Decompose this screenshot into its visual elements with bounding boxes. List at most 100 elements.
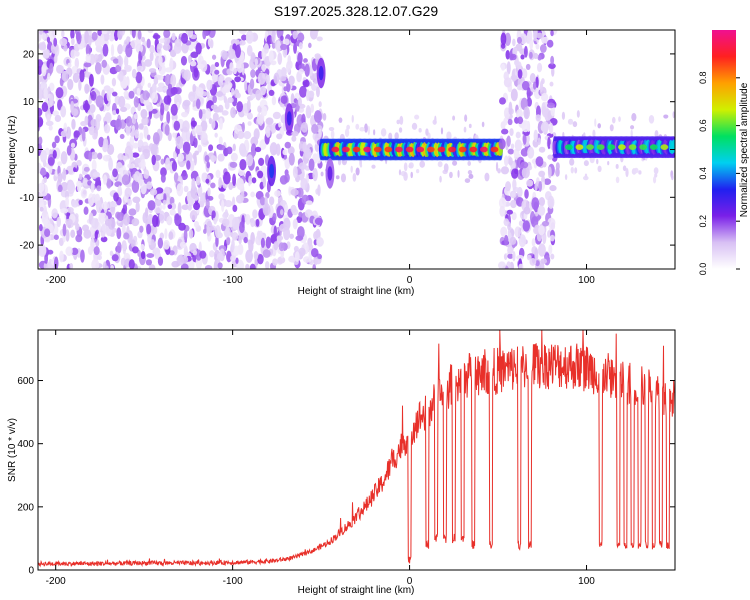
heatmap-noise-cell: [503, 155, 509, 167]
heatmap-background-cell: [443, 163, 449, 173]
heatmap-noise-cell: [182, 99, 191, 107]
heatmap-noise-cell: [509, 236, 517, 245]
heatmap-noise-cell: [512, 178, 517, 191]
heatmap-noise-cell: [94, 62, 102, 75]
heatmap-noise-cell: [66, 207, 74, 214]
heatmap-noise-cell: [259, 139, 267, 150]
heatmap-noise-cell: [260, 237, 265, 248]
heatmap-line-core: [331, 146, 340, 153]
heatmap-noise-cell: [102, 143, 108, 153]
heatmap-noise-cell: [70, 100, 75, 114]
heatmap-noise-cell: [56, 216, 61, 228]
heatmap-background-cell: [380, 128, 387, 137]
heatmap-noise-cell: [163, 193, 167, 202]
heatmap-noise-cell: [178, 222, 186, 231]
heatmap-noise-cell: [511, 211, 517, 221]
heatmap-noise-cell: [71, 247, 79, 256]
heatmap-noise-cell: [180, 263, 189, 269]
heatmap-noise-cell: [245, 263, 250, 269]
heatmap-noise-cell: [310, 103, 315, 113]
heatmap-noise-cell: [293, 42, 298, 54]
heatmap-noise-cell: [246, 154, 254, 167]
heatmap-noise-cell: [232, 204, 238, 213]
heatmap-noise-cell: [84, 30, 90, 44]
heatmap-noise-cell: [140, 109, 148, 119]
heatmap-background-cell: [418, 127, 422, 133]
spectrogram-y-label: Frequency (Hz): [7, 116, 18, 185]
heatmap-noise-cell: [51, 141, 57, 149]
spectrogram-y-tick-label: -20: [20, 241, 35, 252]
heatmap-noise-cell: [111, 91, 118, 97]
heatmap-noise-cell: [197, 144, 202, 153]
heatmap-noise-cell: [296, 215, 303, 223]
heatmap-noise-cell: [160, 173, 166, 183]
heatmap-noise-cell: [524, 189, 529, 199]
heatmap-noise-cell: [158, 55, 163, 66]
heatmap-noise-cell: [96, 185, 102, 192]
heatmap-noise-cell: [535, 260, 540, 267]
heatmap-noise-cell: [208, 117, 213, 125]
heatmap-noise-cell: [216, 252, 224, 261]
heatmap-noise-cell: [527, 146, 535, 159]
heatmap-noise-cell: [171, 32, 176, 41]
heatmap-noise-cell: [69, 262, 74, 269]
heatmap-noise-cell: [91, 217, 99, 229]
heatmap-noise-cell: [104, 218, 112, 227]
heatmap-noise-cell: [540, 258, 548, 264]
heatmap-noise-cell: [182, 120, 190, 133]
heatmap-noise-cell: [57, 161, 63, 167]
heatmap-noise-cell: [141, 116, 149, 126]
heatmap-line-core: [596, 144, 605, 150]
heatmap-noise-cell: [292, 166, 298, 179]
heatmap-noise-cell: [268, 89, 275, 97]
heatmap-noise-cell: [156, 43, 162, 54]
heatmap-noise-cell: [97, 30, 103, 36]
heatmap-noise-cell: [529, 257, 537, 266]
heatmap-noise-cell: [243, 80, 248, 92]
heatmap-noise-cell: [291, 135, 297, 142]
heatmap-background-cell: [592, 129, 596, 138]
heatmap-noise-cell: [72, 72, 80, 84]
heatmap-noise-cell: [135, 43, 144, 54]
heatmap-noise-cell: [112, 168, 118, 178]
heatmap-noise-cell: [238, 221, 245, 234]
heatmap-noise-cell: [288, 75, 295, 86]
heatmap-noise-cell: [64, 190, 70, 199]
heatmap-noise-cell: [120, 106, 128, 113]
heatmap-noise-cell: [143, 169, 150, 180]
heatmap-background-cell: [352, 173, 357, 182]
heatmap-noise-cell: [533, 129, 539, 143]
heatmap-noise-cell: [534, 247, 539, 261]
heatmap-noise-cell: [183, 245, 188, 259]
heatmap-noise-cell: [547, 136, 551, 150]
heatmap-noise-cell: [83, 71, 90, 78]
heatmap-background-cell: [597, 123, 601, 129]
heatmap-background-cell: [630, 125, 635, 130]
heatmap-noise-cell: [121, 260, 125, 266]
snr-panel: -200 -100 0 100 0 200 400 600 Height of straig…: [7, 329, 676, 596]
heatmap-noise-cell: [100, 33, 105, 47]
heatmap-noise-cell: [51, 208, 58, 219]
heatmap-noise-cell: [145, 259, 153, 266]
heatmap-noise-cell: [278, 242, 285, 252]
heatmap-noise-cell: [283, 86, 288, 92]
snr-x-tick-label: 0: [407, 576, 413, 587]
heatmap-noise-cell: [217, 262, 223, 269]
heatmap-noise-cell: [190, 186, 198, 200]
heatmap-noise-cell: [529, 73, 536, 84]
heatmap-noise-cell: [53, 37, 58, 47]
heatmap-noise-cell: [250, 232, 255, 245]
heatmap-noise-cell: [90, 151, 98, 160]
heatmap-noise-cell: [228, 182, 234, 190]
heatmap-noise-cell: [510, 74, 518, 81]
heatmap-noise-cell: [221, 51, 229, 61]
heatmap-noise-cell: [241, 34, 247, 41]
heatmap-noise-cell: [284, 141, 291, 149]
heatmap-noise-cell: [76, 159, 82, 167]
heatmap-noise-cell: [103, 116, 111, 122]
heatmap-noise-cell: [53, 234, 59, 240]
heatmap-noise-cell: [193, 137, 198, 148]
heatmap-line-core: [426, 146, 435, 153]
heatmap-noise-cell: [71, 37, 75, 46]
heatmap-noise-cell: [541, 220, 550, 227]
